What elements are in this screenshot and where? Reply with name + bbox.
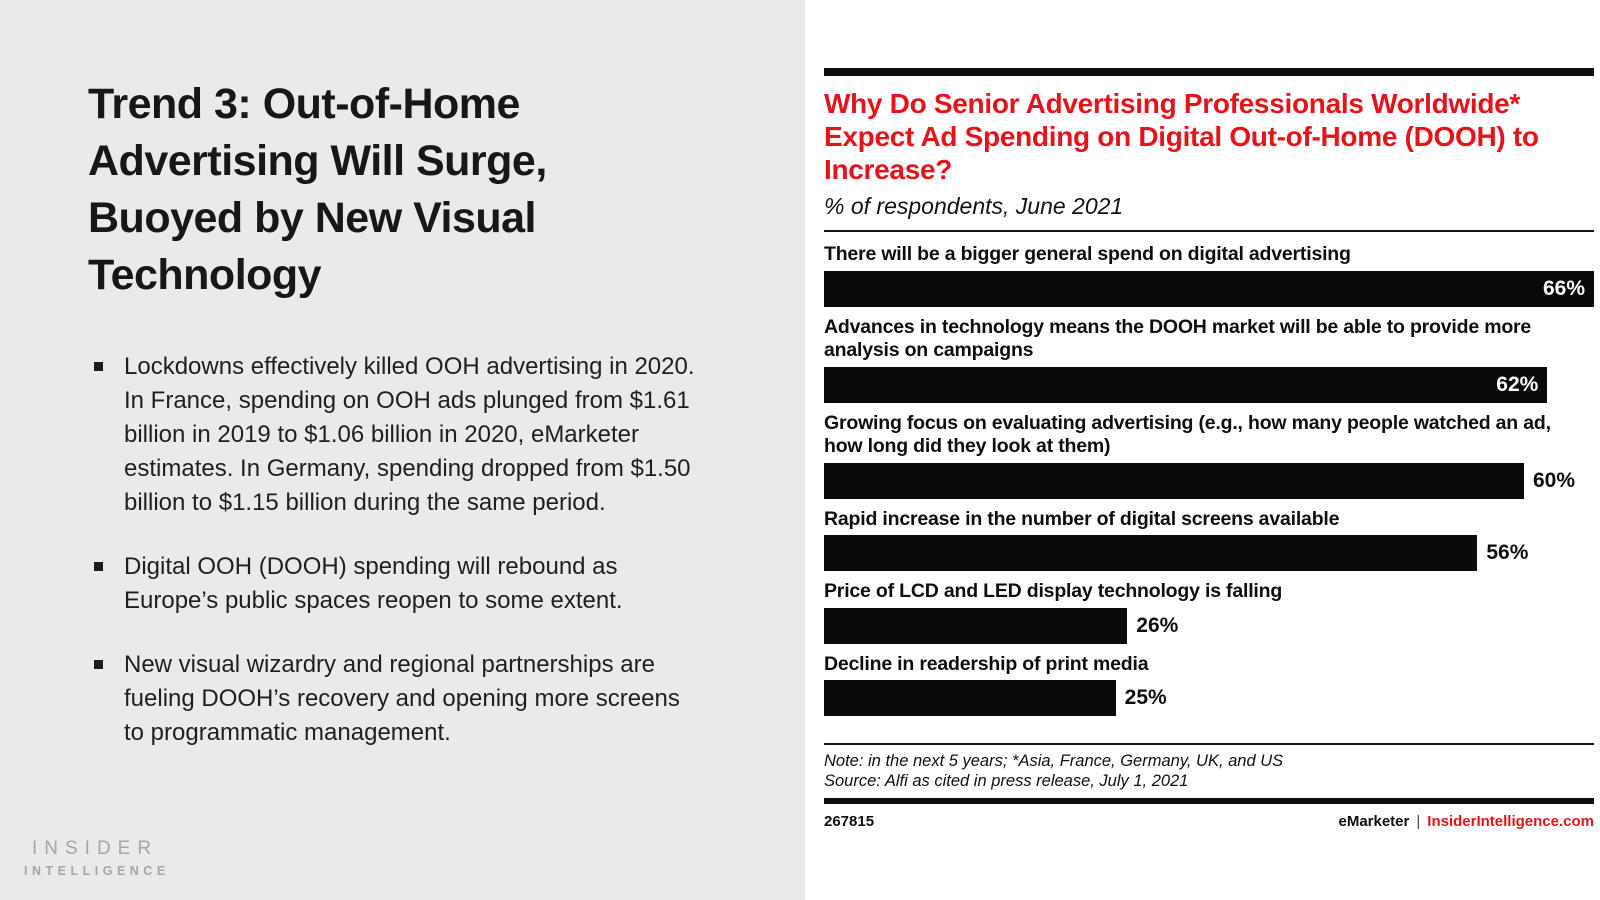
slide-title: Trend 3: Out-of-Home Advertising Will Su…	[88, 80, 547, 299]
square-bullet-icon	[94, 562, 103, 571]
bar-chart: There will be a bigger general spend on …	[824, 243, 1594, 716]
chart-note: Note: in the next 5 years; *Asia, France…	[824, 752, 1284, 770]
square-bullet-icon	[94, 660, 103, 669]
bar-category-label: Price of LCD and LED display technology …	[824, 580, 1283, 602]
bar-row: Decline in readership of print media 25%…	[824, 652, 1594, 716]
bar-line: 62% 62%	[824, 366, 1594, 403]
logo-line-insider: INSIDER	[32, 838, 159, 859]
bullet-text: New visual wizardry and regional partner…	[124, 651, 680, 746]
bar-line: 66% 66%	[824, 270, 1594, 307]
bar-category-label: Growing focus on evaluating advertising …	[824, 411, 1551, 458]
chart-title: Why Do Senior Advertising Professionals …	[824, 88, 1539, 185]
slide-text-panel: Trend 3: Out-of-Home Advertising Will Su…	[0, 0, 805, 900]
note-block: Note: in the next 5 years; *Asia, France…	[824, 751, 1594, 791]
bar-value-inside: 62%	[1496, 372, 1539, 396]
bullet-item: Lockdowns effectively killed OOH adverti…	[92, 350, 698, 520]
brand-separator: |	[1416, 813, 1421, 830]
chart-source: Source: Alfi as cited in press release, …	[824, 772, 1189, 790]
bar-category-label: Advances in technology means the DOOH ma…	[824, 315, 1532, 362]
bullet-item: New visual wizardry and regional partner…	[92, 648, 698, 750]
bullet-text: Digital OOH (DOOH) spending will rebound…	[124, 553, 623, 614]
bar-value-inside: 66%	[1542, 276, 1585, 300]
square-bullet-icon	[94, 362, 103, 371]
brand-group: eMarketer | InsiderIntelligence.com	[1338, 813, 1594, 830]
bar-row: There will be a bigger general spend on …	[824, 243, 1594, 307]
insider-intelligence-logo: INSIDER INTELLIGENCE	[24, 838, 170, 878]
bar-line: 25% 25%	[824, 680, 1594, 716]
bar-row: Growing focus on evaluating advertising …	[824, 412, 1594, 499]
bar-row: Rapid increase in the number of digital …	[824, 507, 1594, 571]
bar-line: 26% 26%	[824, 607, 1594, 644]
emarketer-brand: eMarketer	[1338, 813, 1410, 830]
bar: 62%	[824, 366, 1548, 403]
chart-subtitle-rule	[824, 230, 1594, 232]
bar-value-outside: 60%	[1533, 468, 1576, 492]
bar-line: 60% 60%	[824, 462, 1594, 499]
bar: 66%	[824, 270, 1594, 307]
bar-row: Price of LCD and LED display technology …	[824, 580, 1594, 644]
chart-top-rule	[824, 68, 1594, 76]
chart-footer: 267815 eMarketer | InsiderIntelligence.c…	[824, 813, 1594, 830]
bar-row: Advances in technology means the DOOH ma…	[824, 316, 1594, 403]
bar-category-label: There will be a bigger general spend on …	[824, 243, 1351, 265]
chart-bottom-rule	[824, 798, 1594, 804]
chart-panel: Why Do Senior Advertising Professionals …	[824, 0, 1594, 900]
bar: 25%	[824, 680, 1116, 716]
logo-line-intelligence: INTELLIGENCE	[24, 864, 170, 878]
bullet-text: Lockdowns effectively killed OOH adverti…	[124, 353, 695, 516]
note-rule	[824, 743, 1594, 745]
bar-line: 56% 56%	[824, 535, 1594, 571]
bar-value-outside: 25%	[1124, 686, 1167, 709]
chart-id: 267815	[824, 813, 875, 830]
insiderintelligence-link[interactable]: InsiderIntelligence.com	[1427, 813, 1594, 830]
bullet-item: Digital OOH (DOOH) spending will rebound…	[92, 550, 698, 618]
bullet-list: Lockdowns effectively killed OOH adverti…	[92, 350, 698, 780]
chart-subtitle: % of respondents, June 2021	[824, 193, 1124, 219]
bar-value-outside: 26%	[1136, 613, 1179, 637]
bar-category-label: Rapid increase in the number of digital …	[824, 507, 1340, 530]
bar-value-outside: 56%	[1486, 541, 1529, 564]
bar: 26%	[824, 607, 1128, 644]
bar: 56%	[824, 535, 1478, 571]
bar: 60%	[824, 462, 1524, 499]
bar-category-label: Decline in readership of print media	[824, 652, 1149, 675]
